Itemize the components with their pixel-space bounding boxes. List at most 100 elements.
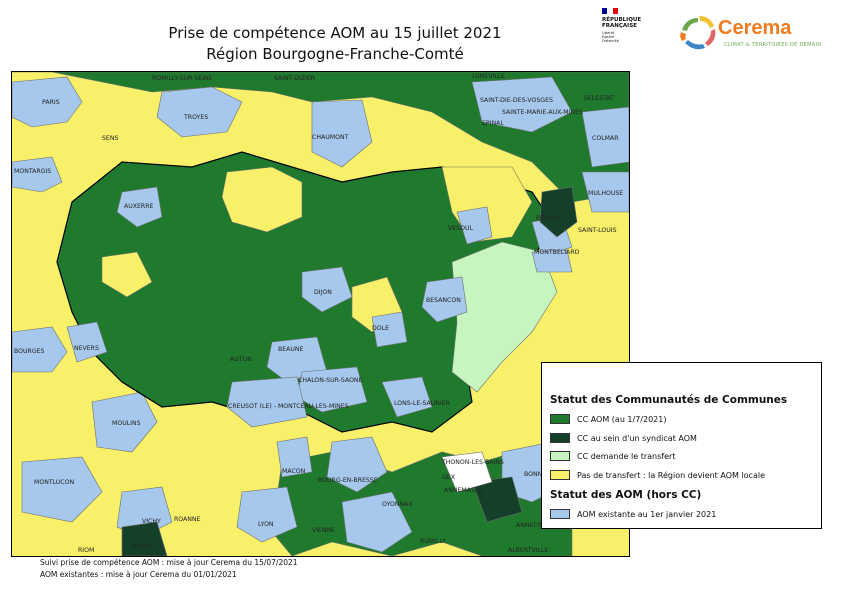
map-title: Prise de compétence AOM au 15 juillet 20… (168, 24, 502, 42)
place-label: LUNEVILLE (472, 73, 505, 80)
rf-logo-motto: Liberté Égalité Fraternité (602, 31, 619, 43)
place-label: CHALON-SUR-SAONE (298, 377, 363, 384)
zone-bourg-en-bresse (326, 436, 388, 493)
place-label: ALBERTVILLE (508, 547, 548, 554)
place-label: BOURGES (14, 348, 45, 355)
place-label: CHAUMONT (312, 134, 349, 141)
place-label: PARIS (42, 99, 60, 106)
place-label: MONTARGIS (14, 168, 51, 175)
map-subtitle: Région Bourgogne-Franche-Comté (206, 45, 464, 63)
zone-chaumont (311, 99, 373, 168)
place-label: SENS (102, 135, 118, 142)
legend-swatch (550, 414, 570, 424)
place-label: OYONNAX (382, 501, 413, 508)
footer-source-aom: Suivi prise de compétence AOM : mise à j… (40, 558, 298, 567)
zone-mulhouse (581, 171, 629, 213)
place-label: LONS-LE-SAUNIER (394, 400, 451, 407)
legend-label: CC au sein d'un syndicat AOM (577, 433, 697, 443)
place-label: SELESTAT (584, 95, 614, 102)
cerema-logo: Cerema CLIMAT & TERRITOIRES DE DEMAIN (676, 12, 821, 52)
place-label: ANNEMASSE (444, 487, 483, 494)
zone-nevers (66, 321, 108, 363)
footer-source-existantes: AOM existantes : mise à jour Cerema du 0… (40, 570, 237, 579)
place-label: MULHOUSE (588, 190, 623, 197)
zone-vesoul (456, 206, 493, 245)
place-label: DIJON (314, 289, 332, 296)
zone-belfort-syndicat (539, 186, 578, 238)
legend-item-pas-transfert: Pas de transfert : la Région devient AOM… (550, 469, 765, 481)
place-label: SAINT-DIE-DES-VOSGES (480, 97, 553, 104)
legend-swatch (550, 509, 570, 519)
place-label: NEVERS (74, 345, 99, 352)
place-label: SAINT-DIZIER (274, 75, 316, 82)
place-label: EPINAL (482, 120, 504, 127)
place-label: GEX (442, 474, 456, 481)
place-label: VESOUL (448, 225, 473, 232)
place-label: RIOM (78, 547, 94, 554)
place-label: THONON-LES-BAINS (441, 459, 504, 466)
cerema-name: Cerema (718, 17, 792, 39)
legend-title-cc: Statut des Communautés de Communes (550, 394, 788, 406)
republique-francaise-logo: RÉPUBLIQUE FRANÇAISE Liberté Égalité Fra… (602, 8, 662, 43)
place-label: LYON (258, 521, 274, 528)
place-label: AUXERRE (124, 203, 154, 210)
zone-nievre-yellow (101, 251, 153, 298)
place-label: BESANCON (426, 297, 461, 304)
zone-montbeliard (531, 249, 573, 273)
legend-label: CC demande le transfert (577, 451, 676, 461)
zone-macon (276, 436, 313, 478)
legend-label: AOM existante au 1er janvier 2021 (577, 509, 717, 519)
legend-item-cc-syndicat: CC au sein d'un syndicat AOM (550, 432, 697, 444)
zone-moulins (91, 391, 158, 453)
place-label: MOULINS (112, 420, 141, 427)
place-label: SAINTE-MARIE-AUX-MINES (502, 109, 583, 116)
legend-swatch (550, 433, 570, 443)
legend-swatch (550, 451, 570, 461)
zone-lyon (236, 486, 298, 543)
zone-epinal (471, 76, 573, 133)
zone-montlucon (21, 456, 103, 523)
cerema-tagline: CLIMAT & TERRITOIRES DE DEMAIN (724, 42, 822, 48)
place-label: THIERS (129, 543, 152, 550)
zone-geneva-area (441, 451, 493, 493)
legend-label: CC AOM (au 1/7/2021) (577, 414, 667, 424)
place-label: BOURG-EN-BRESSE (318, 477, 378, 484)
place-label: CREUSOT (LE) - MONTCEAU-LES-MINES (228, 403, 349, 410)
zone-vienne (341, 491, 413, 553)
place-label: AUTUN (230, 356, 252, 363)
place-label: VICHY (142, 518, 161, 525)
place-label: ROANNE (174, 516, 201, 523)
zone-montargis (12, 156, 63, 193)
legend-item-cc-transfert: CC demande le transfert (550, 450, 675, 462)
zone-bourges (12, 326, 68, 373)
place-label: MONTBELIARD (534, 249, 580, 256)
region-map: PARIS ROMILLY-SUR-SEINE SAINT-DIZIER LUNEVI… (11, 71, 630, 557)
zone-bonneville-syndicat (471, 476, 523, 523)
place-label: VIENNE (312, 527, 335, 534)
zone-thiers-syndicat (121, 521, 168, 556)
legend-item-aom-existante: AOM existante au 1er janvier 2021 (550, 508, 716, 520)
map-legend: Statut des Communautés de Communes CC AO… (541, 362, 822, 529)
place-label: BEAUNE (278, 346, 304, 353)
rf-logo-line2: FRANÇAISE (602, 23, 637, 29)
legend-title-aom: Statut des AOM (hors CC) (550, 489, 702, 501)
zone-yonne-yellow (221, 166, 303, 233)
zone-lons-le-saunier (381, 376, 433, 418)
place-label: BELFORT (536, 215, 564, 222)
zone-doubs-transfert (451, 241, 558, 393)
place-label: TROYES (183, 114, 208, 121)
place-label: DOLE (372, 325, 389, 332)
legend-label: Pas de transfert : la Région devient AOM… (577, 470, 765, 480)
zone-besancon (421, 276, 468, 323)
place-label: MACON (282, 468, 306, 475)
legend-swatch (550, 470, 570, 480)
french-flag-icon (602, 8, 618, 14)
cerema-emblem-icon (680, 16, 716, 50)
rf-logo-line1: RÉPUBLIQUE (602, 17, 642, 23)
place-label: SAINT-LOUIS (578, 227, 617, 234)
zone-troyes (156, 86, 243, 138)
zone-dole (371, 311, 408, 348)
place-label: ROMILLY-SUR-SEINE (152, 75, 213, 82)
zone-colmar (581, 106, 629, 168)
place-label: COLMAR (592, 135, 619, 142)
